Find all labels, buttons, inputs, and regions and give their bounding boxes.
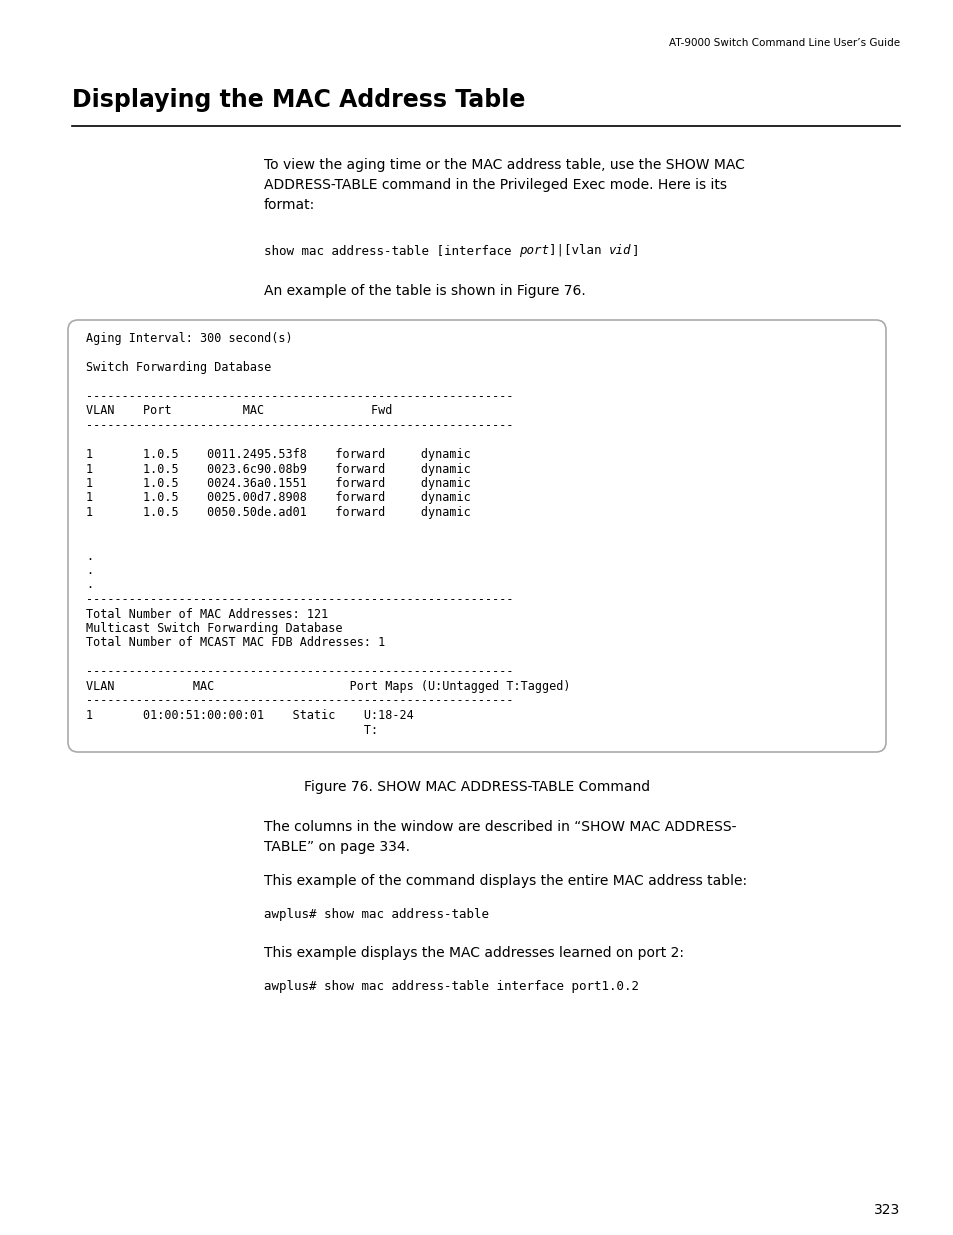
Text: ------------------------------------------------------------: ----------------------------------------… bbox=[86, 694, 513, 708]
Text: Displaying the MAC Address Table: Displaying the MAC Address Table bbox=[71, 88, 525, 112]
Text: To view the aging time or the MAC address table, use the SHOW MAC
ADDRESS-TABLE : To view the aging time or the MAC addres… bbox=[264, 158, 744, 212]
Text: ------------------------------------------------------------: ----------------------------------------… bbox=[86, 419, 513, 432]
Text: awplus# show mac address-table interface port1.0.2: awplus# show mac address-table interface… bbox=[264, 981, 639, 993]
Text: 1       1.0.5    0024.36a0.1551    forward     dynamic: 1 1.0.5 0024.36a0.1551 forward dynamic bbox=[86, 477, 470, 490]
Text: 1       1.0.5    0050.50de.ad01    forward     dynamic: 1 1.0.5 0050.50de.ad01 forward dynamic bbox=[86, 506, 470, 519]
Text: T:: T: bbox=[86, 724, 377, 736]
Text: awplus# show mac address-table: awplus# show mac address-table bbox=[264, 908, 489, 921]
Text: 1       01:00:51:00:00:01    Static    U:18-24: 1 01:00:51:00:00:01 Static U:18-24 bbox=[86, 709, 414, 722]
Text: ]|[vlan: ]|[vlan bbox=[548, 245, 608, 257]
Text: Switch Forwarding Database: Switch Forwarding Database bbox=[86, 361, 271, 374]
Text: 323: 323 bbox=[873, 1203, 899, 1216]
Text: 1       1.0.5    0023.6c90.08b9    forward     dynamic: 1 1.0.5 0023.6c90.08b9 forward dynamic bbox=[86, 462, 470, 475]
Text: ------------------------------------------------------------: ----------------------------------------… bbox=[86, 390, 513, 403]
Text: Total Number of MAC Addresses: 121: Total Number of MAC Addresses: 121 bbox=[86, 608, 328, 620]
Text: VLAN    Port          MAC               Fwd: VLAN Port MAC Fwd bbox=[86, 405, 392, 417]
FancyBboxPatch shape bbox=[68, 320, 885, 752]
Text: .: . bbox=[86, 550, 93, 562]
Text: Total Number of MCAST MAC FDB Addresses: 1: Total Number of MCAST MAC FDB Addresses:… bbox=[86, 636, 385, 650]
Text: ------------------------------------------------------------: ----------------------------------------… bbox=[86, 666, 513, 678]
Text: 1       1.0.5    0025.00d7.8908    forward     dynamic: 1 1.0.5 0025.00d7.8908 forward dynamic bbox=[86, 492, 470, 505]
Text: 1       1.0.5    0011.2495.53f8    forward     dynamic: 1 1.0.5 0011.2495.53f8 forward dynamic bbox=[86, 448, 470, 461]
Text: An example of the table is shown in Figure 76.: An example of the table is shown in Figu… bbox=[264, 284, 585, 298]
Text: This example of the command displays the entire MAC address table:: This example of the command displays the… bbox=[264, 874, 746, 888]
Text: The columns in the window are described in “SHOW MAC ADDRESS-
TABLE” on page 334: The columns in the window are described … bbox=[264, 820, 736, 855]
Text: ]: ] bbox=[631, 245, 639, 257]
Text: Aging Interval: 300 second(s): Aging Interval: 300 second(s) bbox=[86, 332, 293, 345]
Text: Multicast Switch Forwarding Database: Multicast Switch Forwarding Database bbox=[86, 622, 342, 635]
Text: AT-9000 Switch Command Line User’s Guide: AT-9000 Switch Command Line User’s Guide bbox=[668, 38, 899, 48]
Text: ------------------------------------------------------------: ----------------------------------------… bbox=[86, 593, 513, 606]
Text: vid: vid bbox=[608, 245, 631, 257]
Text: .: . bbox=[86, 564, 93, 577]
Text: Figure 76. SHOW MAC ADDRESS-TABLE Command: Figure 76. SHOW MAC ADDRESS-TABLE Comman… bbox=[304, 781, 649, 794]
Text: This example displays the MAC addresses learned on port 2:: This example displays the MAC addresses … bbox=[264, 946, 683, 960]
Text: VLAN           MAC                   Port Maps (U:Untagged T:Tagged): VLAN MAC Port Maps (U:Untagged T:Tagged) bbox=[86, 680, 570, 693]
Text: show mac address-table [interface: show mac address-table [interface bbox=[264, 245, 518, 257]
Text: .: . bbox=[86, 578, 93, 592]
Text: port: port bbox=[518, 245, 548, 257]
